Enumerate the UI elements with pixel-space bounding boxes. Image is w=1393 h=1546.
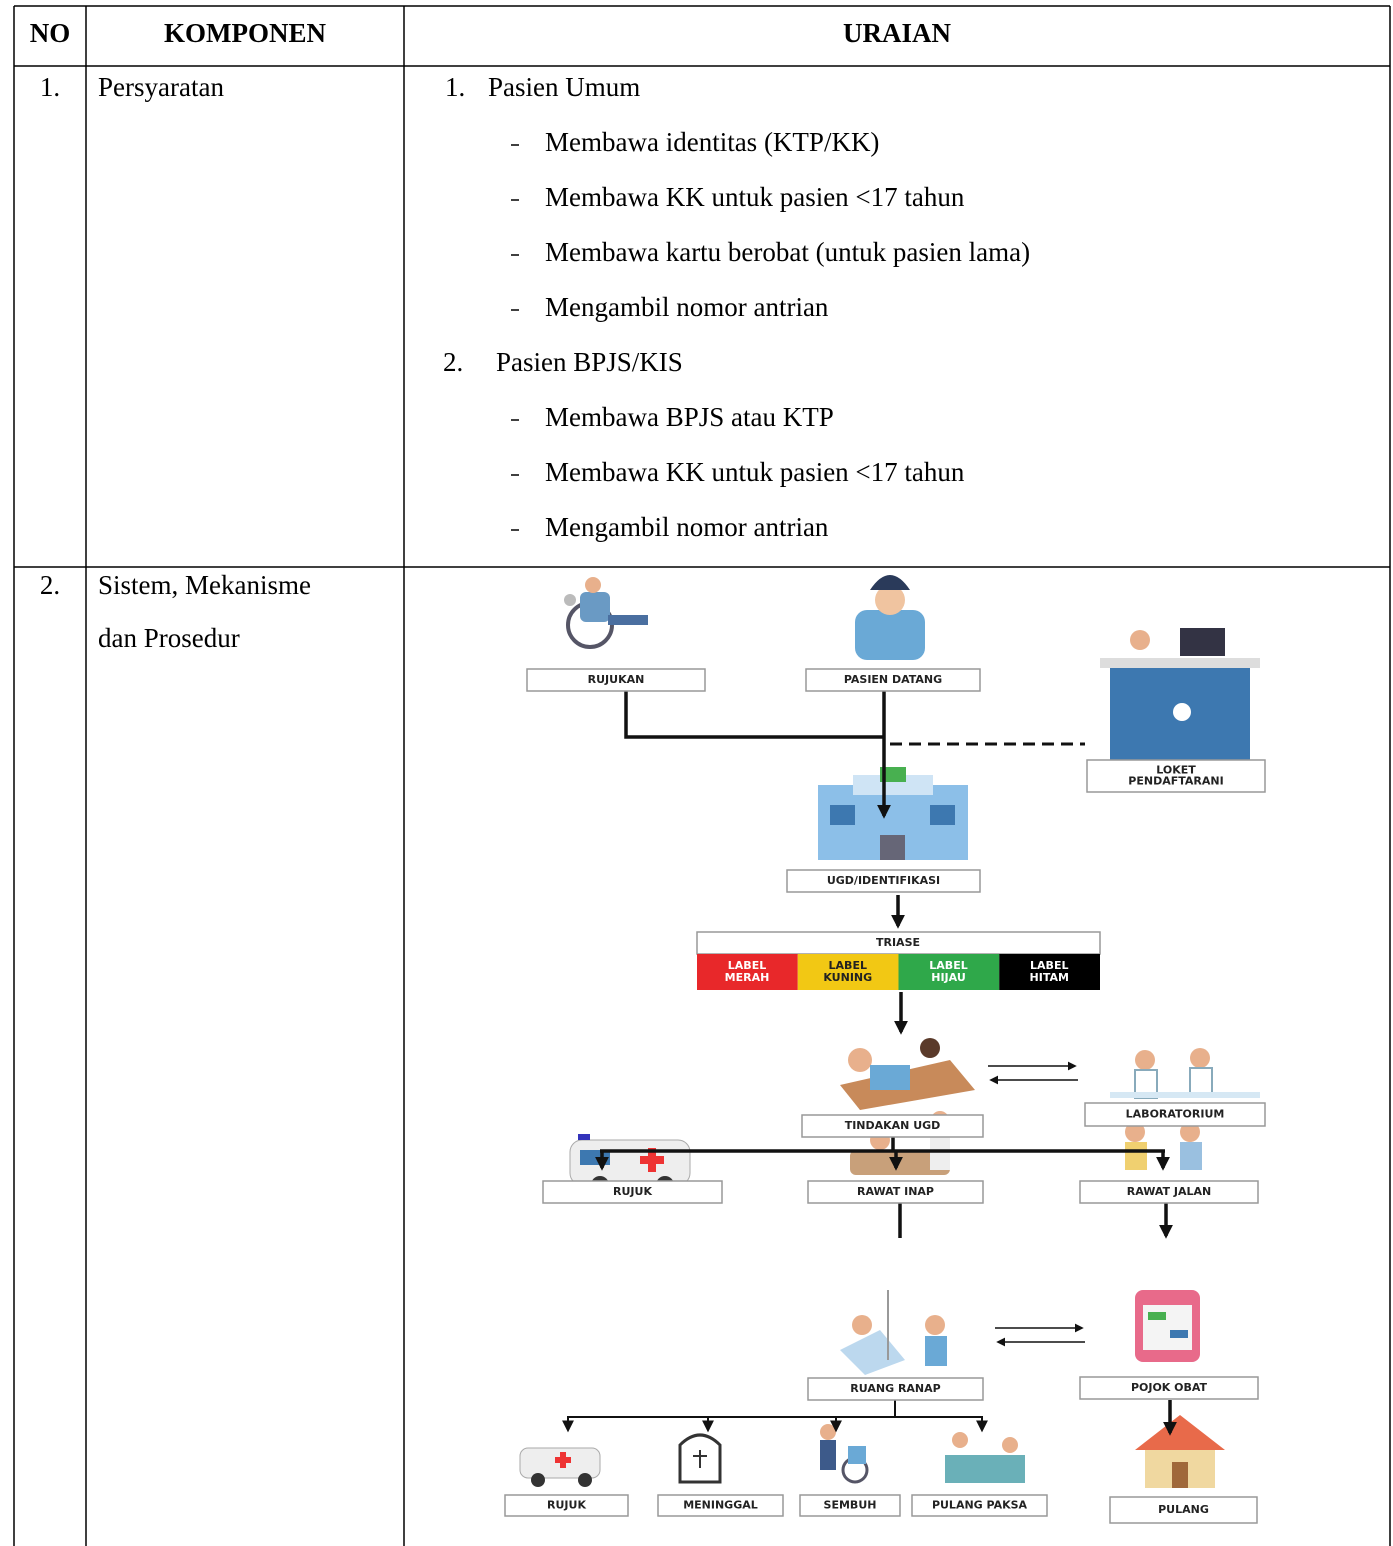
node-box — [807, 1377, 984, 1401]
node-box — [786, 869, 981, 893]
row-number: 2. — [40, 570, 60, 600]
triase-label: MERAH — [725, 971, 770, 984]
connectors — [562, 690, 1177, 1436]
node-label: POJOK OBAT — [1131, 1381, 1208, 1394]
list-number: 1. — [445, 72, 465, 102]
list-title: Pasien BPJS/KIS — [496, 347, 683, 377]
list-item: Membawa BPJS atau KTP — [545, 402, 834, 432]
list-item: Mengambil nomor antrian — [545, 512, 829, 542]
node-box — [801, 1114, 984, 1138]
triase-cell — [697, 954, 798, 990]
node-box — [657, 1494, 784, 1517]
triase-label: KUNING — [823, 971, 872, 984]
component: Persyaratan — [98, 72, 224, 102]
node-label: UGD/IDENTIFIKASI — [827, 874, 940, 887]
component: dan Prosedur — [98, 623, 240, 653]
header: URAIAN — [843, 18, 952, 48]
header: KOMPONEN — [164, 18, 326, 48]
node-box — [1109, 1496, 1258, 1524]
list-item: Membawa identitas (KTP/KK) — [545, 127, 879, 157]
header: NO — [30, 18, 71, 48]
list-item: Membawa KK untuk pasien <17 tahun — [545, 457, 965, 487]
triase-cell — [898, 954, 1000, 990]
node-label: PENDAFTARANI — [1128, 775, 1223, 788]
node-box — [504, 1494, 629, 1517]
triase-cell — [999, 954, 1100, 990]
node-label: RUANG RANAP — [850, 1382, 940, 1395]
node-label: TINDAKAN UGD — [845, 1119, 941, 1132]
triase-title: TRIASE — [876, 936, 920, 949]
node-label: LOKET — [1156, 764, 1196, 777]
node-label: RAWAT JALAN — [1127, 1185, 1211, 1198]
node-label: PULANG — [1158, 1503, 1209, 1516]
node-box — [911, 1494, 1048, 1517]
node-label: SEMBUH — [824, 1499, 877, 1512]
node-box — [1079, 1376, 1259, 1400]
list-item: Mengambil nomor antrian — [545, 292, 829, 322]
triase-cell — [797, 954, 899, 990]
list-item: Membawa KK untuk pasien <17 tahun — [545, 182, 965, 212]
node-box — [526, 668, 706, 692]
node-box — [807, 1180, 984, 1204]
node-box — [542, 1180, 723, 1204]
icons — [519, 575, 1260, 1488]
node-label: LABORATORIUM — [1126, 1108, 1225, 1121]
list-number: 2. — [443, 347, 463, 377]
node-label: RUJUKAN — [588, 673, 645, 686]
node-label: PULANG PAKSA — [932, 1499, 1028, 1512]
node-box — [1086, 759, 1266, 793]
node-box — [805, 668, 981, 692]
triase-label: LABEL — [728, 959, 766, 972]
table-borders — [13, 5, 1391, 1546]
node-box — [1084, 1102, 1266, 1127]
node-label: RUJUK — [547, 1499, 586, 1512]
triase-label: HIJAU — [931, 971, 966, 984]
node-label: RAWAT INAP — [857, 1185, 934, 1198]
list-item: Membawa kartu berobat (untuk pasien lama… — [545, 237, 1030, 267]
node-label: MENINGGAL — [683, 1499, 758, 1512]
triase-label: HITAM — [1030, 971, 1069, 984]
component: Sistem, Mekanisme — [98, 570, 311, 600]
row-number: 1. — [40, 72, 60, 102]
node-box — [799, 1494, 901, 1517]
triase-label: LABEL — [829, 959, 867, 972]
node-box — [1079, 1180, 1259, 1204]
triase-label: LABEL — [1030, 959, 1068, 972]
node-label: RUJUK — [613, 1185, 652, 1198]
triase-label: LABEL — [929, 959, 967, 972]
node-label: PASIEN DATANG — [844, 673, 942, 686]
list-title: Pasien Umum — [488, 72, 640, 102]
